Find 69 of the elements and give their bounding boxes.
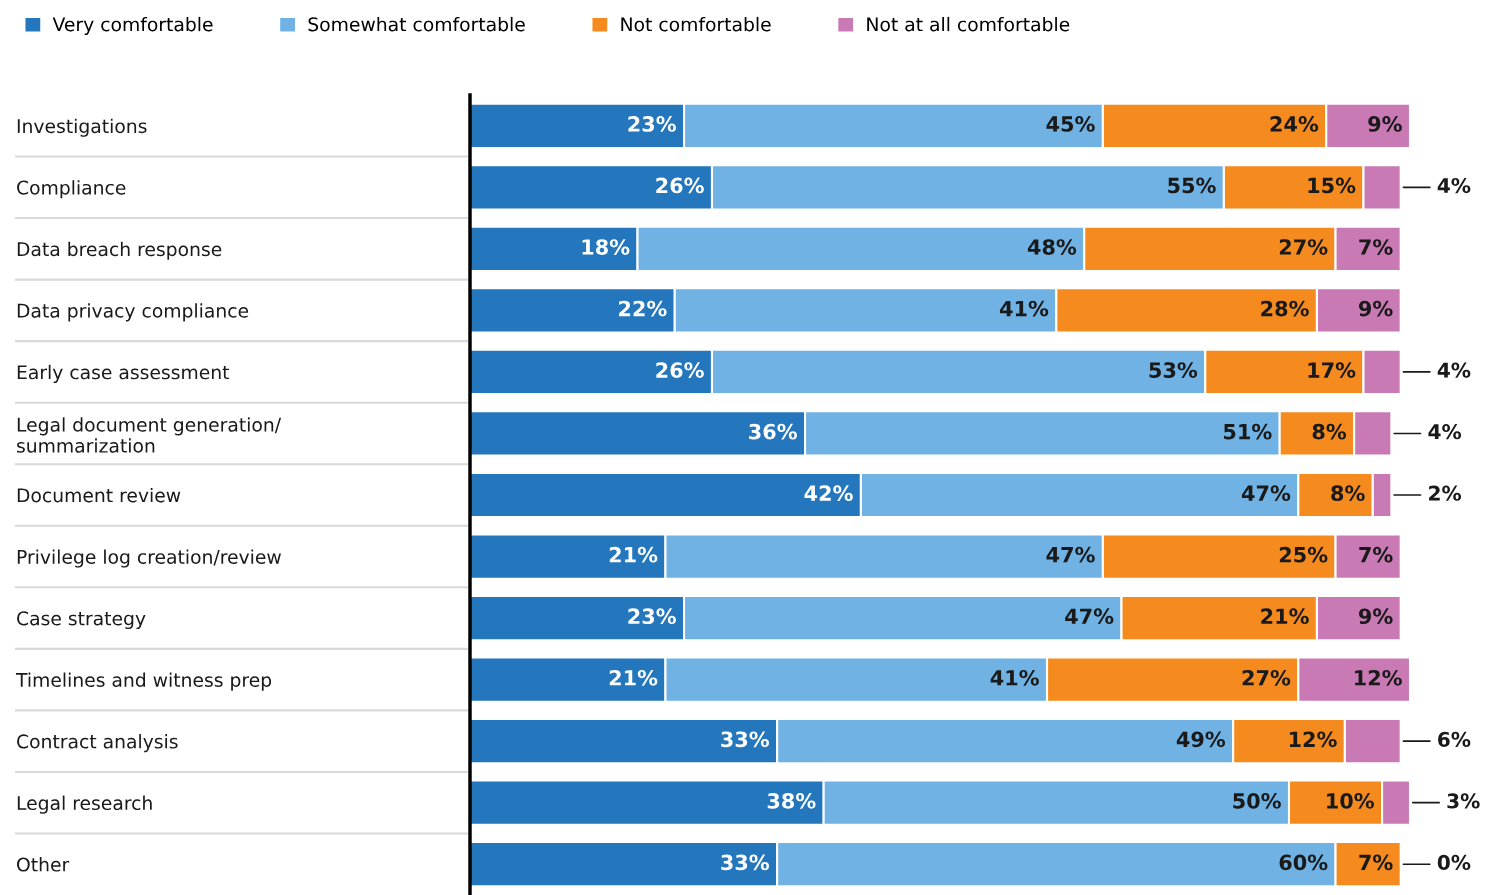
data-label: 4% bbox=[1437, 362, 1471, 378]
legend-label: Very comfortable bbox=[52, 16, 213, 36]
data-label: 50% bbox=[1233, 792, 1281, 809]
data-label: 41% bbox=[999, 300, 1049, 317]
data-label: 36% bbox=[749, 423, 797, 440]
y-tick-label: Case strategy bbox=[17, 611, 146, 630]
data-label: 26% bbox=[656, 177, 704, 194]
data-label: 0% bbox=[1437, 854, 1471, 871]
y-tick-label: Investigations bbox=[17, 118, 147, 137]
data-label: 49% bbox=[1176, 731, 1226, 748]
data-label: 10% bbox=[1327, 792, 1374, 809]
data-label: 48% bbox=[1027, 239, 1077, 255]
y-tick-label: Early case assessment bbox=[17, 364, 230, 383]
data-label: 27% bbox=[1279, 239, 1328, 255]
y-tick-label: Legal document generation/ summarization bbox=[17, 417, 282, 453]
data-label: 7% bbox=[1359, 239, 1393, 255]
y-tick-label: Contract analysis bbox=[17, 734, 178, 753]
data-label: 17% bbox=[1308, 362, 1356, 378]
data-label: 33% bbox=[721, 854, 770, 871]
data-label: 8% bbox=[1312, 423, 1347, 440]
data-label: 53% bbox=[1149, 362, 1198, 378]
data-label: 3% bbox=[1447, 793, 1480, 809]
data-label: 60% bbox=[1279, 854, 1328, 871]
data-label: 41% bbox=[990, 669, 1039, 686]
data-label: 9% bbox=[1368, 116, 1402, 132]
data-label: 45% bbox=[1046, 116, 1095, 132]
data-label: 9% bbox=[1358, 300, 1393, 317]
y-tick-label: Timelines and witness prep bbox=[15, 672, 272, 691]
data-label: 22% bbox=[619, 300, 667, 317]
data-label: 28% bbox=[1261, 300, 1309, 317]
legend-label: Somewhat comfortable bbox=[308, 16, 525, 32]
data-label: 21% bbox=[609, 546, 658, 563]
y-tick-label: Privilege log creation/review bbox=[17, 549, 281, 568]
data-label: 18% bbox=[582, 239, 630, 255]
data-label: 55% bbox=[1168, 177, 1216, 194]
data-label: 15% bbox=[1308, 177, 1356, 194]
data-label: 47% bbox=[1241, 485, 1291, 502]
data-label: 2% bbox=[1429, 485, 1462, 501]
data-label: 23% bbox=[628, 608, 676, 625]
data-label: 21% bbox=[1261, 608, 1309, 625]
data-label: 8% bbox=[1331, 485, 1365, 502]
legend-label: Not comfortable bbox=[621, 16, 771, 32]
y-tick-label: Data breach response bbox=[17, 241, 222, 260]
data-label: 12% bbox=[1355, 669, 1402, 686]
y-tick-label: Compliance bbox=[17, 180, 126, 199]
data-label: 7% bbox=[1359, 854, 1393, 871]
y-tick-label: Legal research bbox=[17, 795, 152, 814]
data-label: 21% bbox=[609, 669, 658, 686]
data-label: 12% bbox=[1289, 731, 1337, 748]
data-label: 47% bbox=[1046, 546, 1095, 563]
data-label: 4% bbox=[1428, 424, 1462, 440]
data-label: 9% bbox=[1358, 608, 1393, 625]
data-label: 24% bbox=[1270, 116, 1319, 132]
y-tick-label: Data privacy compliance bbox=[17, 303, 249, 322]
y-tick-label: Other bbox=[17, 857, 70, 872]
data-label: 7% bbox=[1359, 546, 1393, 563]
legend-label: Not at all comfortable bbox=[867, 16, 1070, 32]
data-label: 42% bbox=[804, 485, 853, 502]
y-tick-label: Document review bbox=[17, 487, 181, 503]
data-label: 25% bbox=[1279, 546, 1328, 563]
data-label: 33% bbox=[721, 731, 770, 748]
data-label: 26% bbox=[656, 362, 704, 378]
data-label: 27% bbox=[1242, 669, 1291, 686]
data-label: 38% bbox=[767, 792, 816, 809]
data-label: 51% bbox=[1224, 423, 1272, 440]
data-label: 23% bbox=[628, 116, 676, 132]
data-label: 47% bbox=[1065, 608, 1114, 625]
data-label: 6% bbox=[1438, 731, 1471, 747]
data-label: 4% bbox=[1437, 177, 1471, 194]
